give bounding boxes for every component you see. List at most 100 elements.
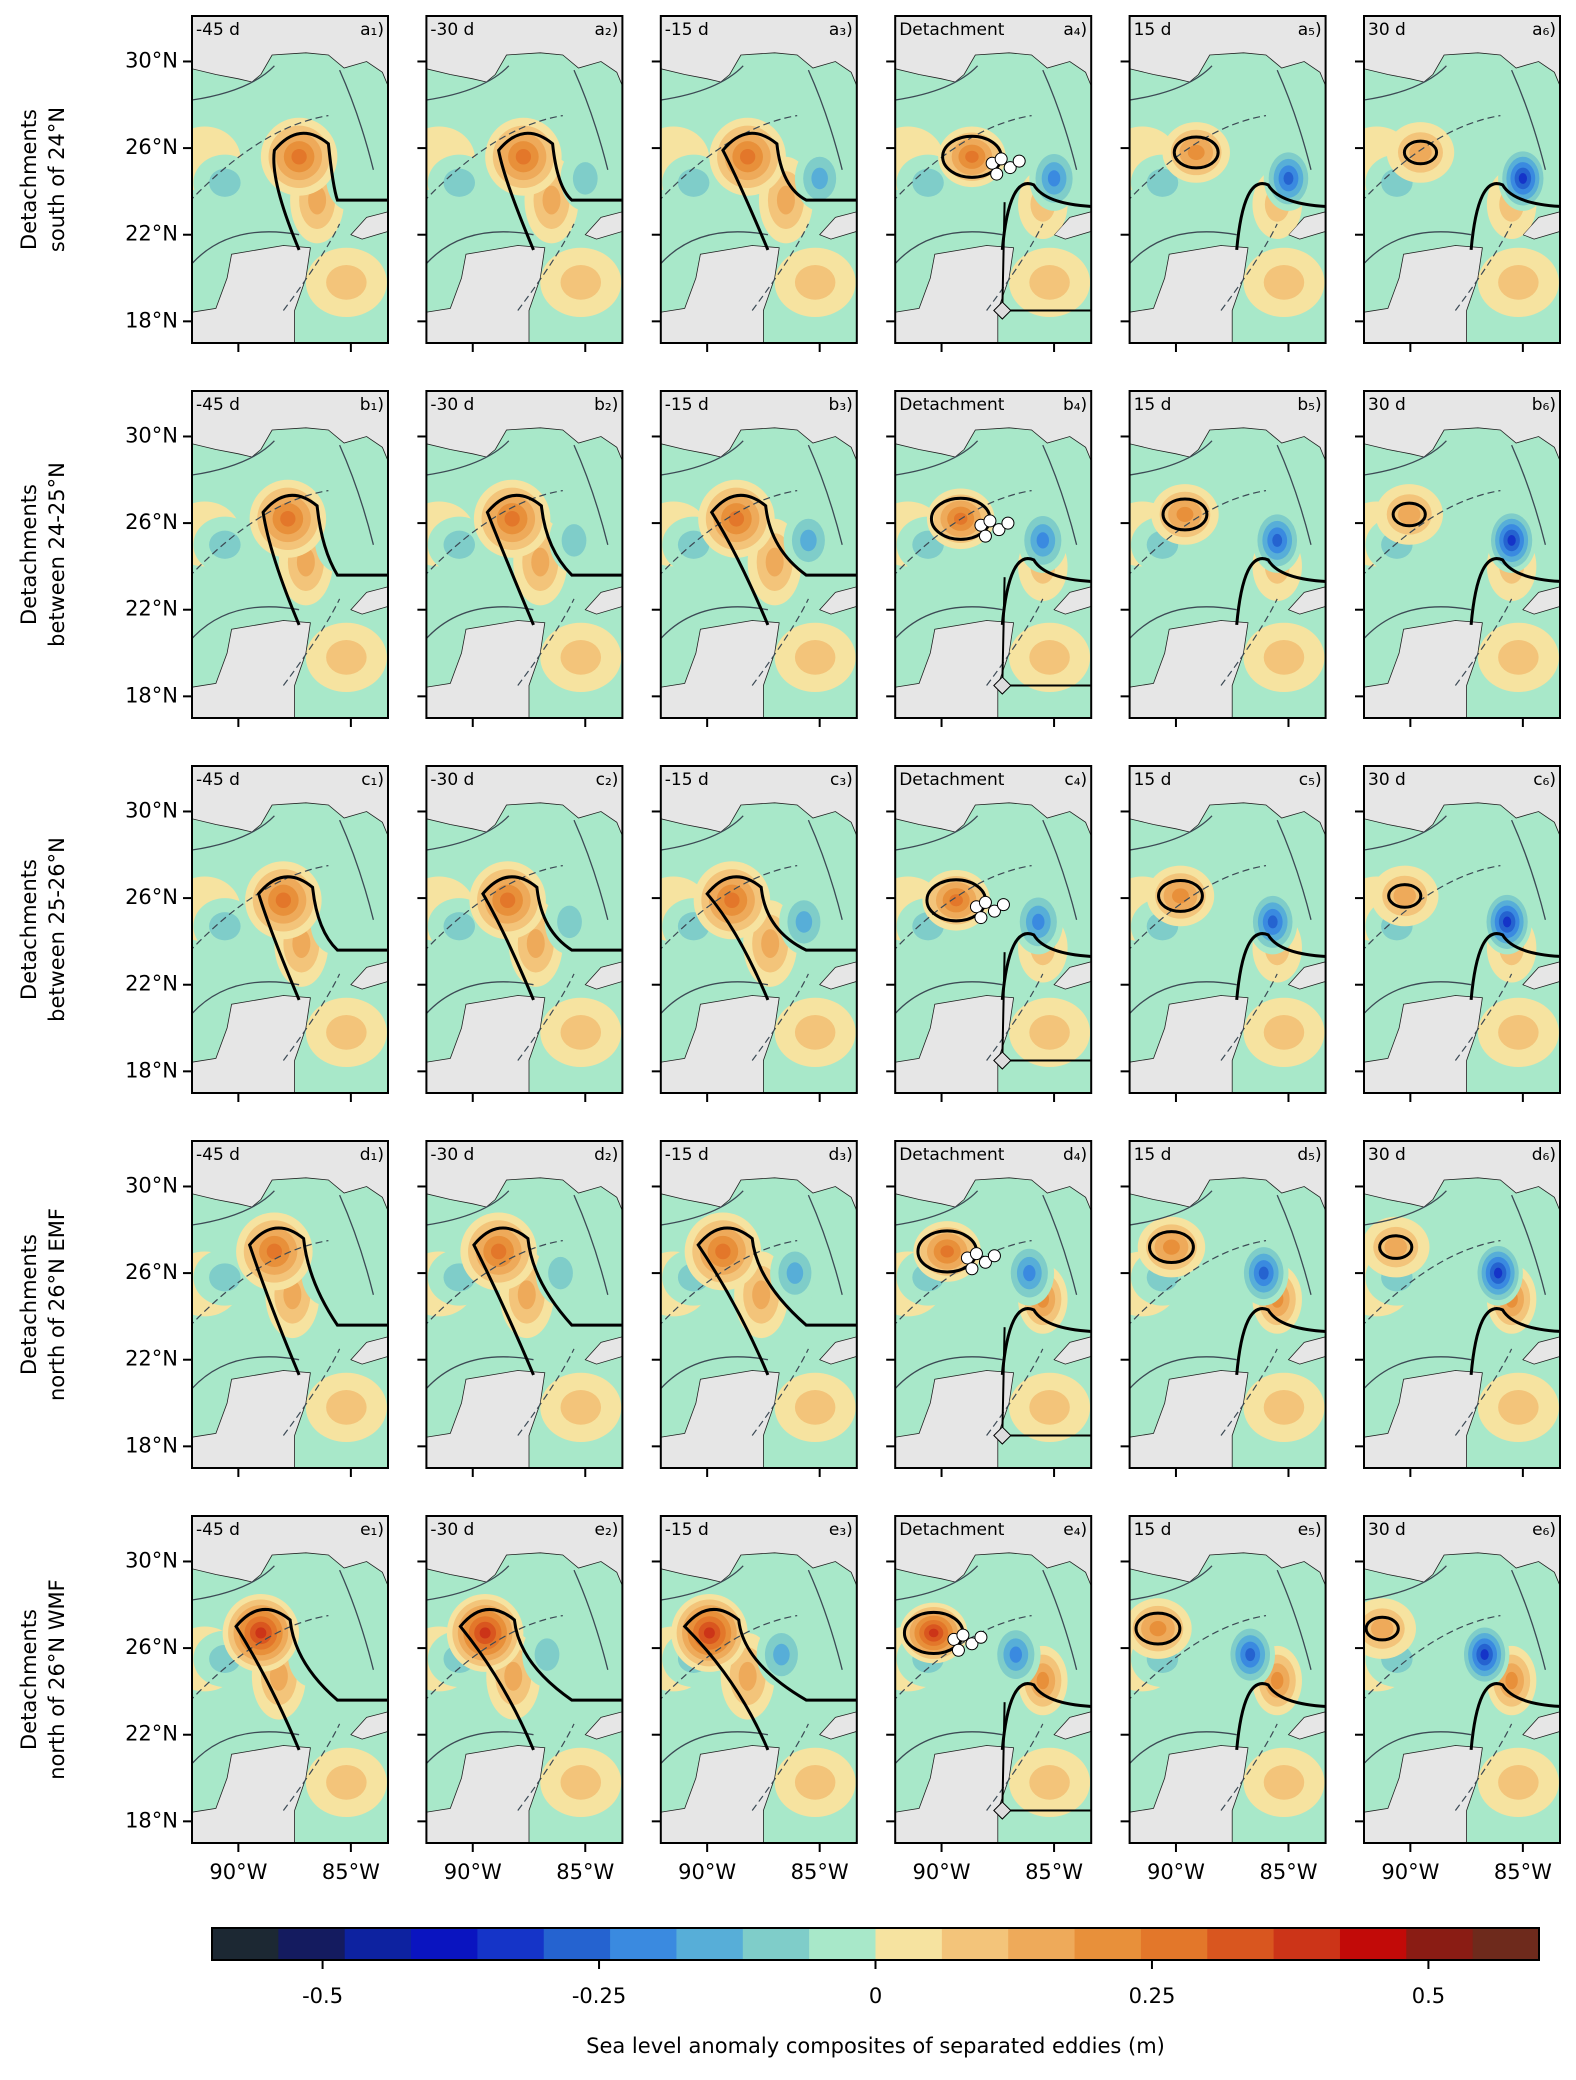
map-panel (1364, 1516, 1560, 1843)
anomaly-level (800, 529, 817, 552)
panel-time: 30 d (1368, 395, 1406, 415)
map-panel (660, 766, 857, 1093)
lat-tick-label: 18°N (125, 1433, 178, 1457)
panel-frame (1128, 1140, 1327, 1469)
panel-label: c₆) (1533, 770, 1556, 790)
lat-tick-label: 30°N (125, 1548, 178, 1572)
anomaly-level (715, 1243, 731, 1260)
anomaly-level (970, 453, 1070, 498)
anomaly-level (531, 547, 550, 577)
panel-time: -30 d (430, 770, 474, 790)
bathymetry (192, 1190, 375, 1390)
row-label: Detachments north of 26°N EMF (17, 1208, 69, 1401)
bathymetry (1129, 1615, 1278, 1811)
map-panel (426, 16, 623, 343)
loop-current (458, 1607, 623, 1751)
colorbar-level (875, 1928, 943, 1960)
bathymetry (426, 490, 575, 686)
lon-tick-label: 90°W (1381, 1860, 1439, 1884)
anomaly-level (1502, 916, 1512, 928)
map-panel (895, 1141, 1092, 1468)
anomaly-level (794, 1390, 836, 1425)
anomaly-level (752, 1280, 771, 1310)
anomaly-level (1205, 453, 1305, 498)
anomaly-level (1498, 640, 1539, 675)
bathymetry (660, 1190, 843, 1390)
map-panel (426, 766, 623, 1093)
colorbar-level (212, 1928, 279, 1960)
panel-time: -30 d (430, 395, 474, 415)
anomaly-level (1029, 265, 1070, 300)
bathymetry (1129, 865, 1278, 1061)
lon-tick-label: 85°W (556, 1860, 614, 1884)
bathymetry (192, 1565, 375, 1765)
anomaly-level (1439, 828, 1539, 873)
row-label-line: south of 24°N (45, 107, 69, 252)
detachment-marker (993, 1051, 1012, 1070)
detachment-marker (987, 904, 1001, 918)
panel-time: -30 d (430, 1145, 474, 1165)
bathymetry (895, 440, 1078, 640)
anomaly-level (560, 1390, 602, 1425)
panel-frame (659, 765, 858, 1094)
colorbar-tick-label: -0.25 (572, 1984, 626, 2008)
loop-current (1000, 182, 1092, 251)
panel-time: 30 d (1368, 1145, 1406, 1165)
bathymetry (660, 865, 809, 1061)
bathymetry (1364, 1190, 1547, 1390)
map-panel (1129, 16, 1326, 343)
detachment-marker (969, 1247, 983, 1261)
anomaly-level (1267, 915, 1278, 929)
bathymetry (895, 65, 1078, 265)
map-panel (192, 391, 388, 718)
lon-tick-label: 85°W (1025, 1860, 1083, 1884)
bathymetry (660, 65, 843, 265)
panel-frame (659, 390, 858, 719)
anomaly-field (192, 78, 387, 318)
map-panel (426, 391, 623, 718)
anomaly-level (811, 167, 828, 190)
anomaly-level (1163, 1239, 1180, 1255)
panel-time: -15 d (665, 20, 709, 40)
panel-frame (1128, 15, 1327, 344)
panel-label: d₁) (360, 1145, 384, 1165)
colorbar-level (809, 1928, 876, 1960)
map-panel (426, 1141, 623, 1468)
anomaly-level (970, 828, 1070, 873)
map-panel (1129, 391, 1326, 718)
bathymetry (426, 1565, 609, 1765)
detachment-marker (956, 1628, 970, 1642)
anomaly-level (794, 1015, 836, 1050)
panel-time: 15 d (1134, 20, 1172, 40)
anomaly-level (1205, 78, 1305, 123)
anomaly-level (1036, 532, 1050, 549)
anomaly-field (660, 78, 856, 318)
panel-label: c₅) (1299, 770, 1322, 790)
panel-time: -45 d (196, 20, 240, 40)
anomaly-level (572, 162, 598, 195)
panel-label: e₅) (1298, 1520, 1322, 1540)
anomaly-level (1263, 1015, 1305, 1050)
panel-label: b₅) (1297, 395, 1321, 415)
anomaly-level (209, 912, 241, 941)
panel-frame (1363, 765, 1561, 1094)
lon-tick-label: 85°W (1259, 1860, 1317, 1884)
loop-current (1469, 182, 1560, 251)
anomaly-level (940, 1245, 954, 1258)
bathymetry (660, 440, 843, 640)
panel-frame (425, 15, 624, 344)
loop-current (1000, 1682, 1092, 1751)
anomaly-level (912, 168, 944, 197)
lat-tick-label: 30°N (125, 48, 178, 72)
panel-label: e₃) (829, 1520, 853, 1540)
anomaly-level (965, 150, 979, 163)
anomaly-level (291, 148, 307, 165)
panel-frame (894, 15, 1093, 344)
panel-label: a₂) (595, 20, 619, 40)
anomaly-level (1505, 1671, 1518, 1690)
detachment-marker (974, 911, 988, 925)
anomaly-level (1480, 1649, 1489, 1661)
lat-tick-label: 26°N (125, 510, 178, 534)
map-panel (895, 1516, 1092, 1843)
loop-current (1235, 557, 1326, 626)
